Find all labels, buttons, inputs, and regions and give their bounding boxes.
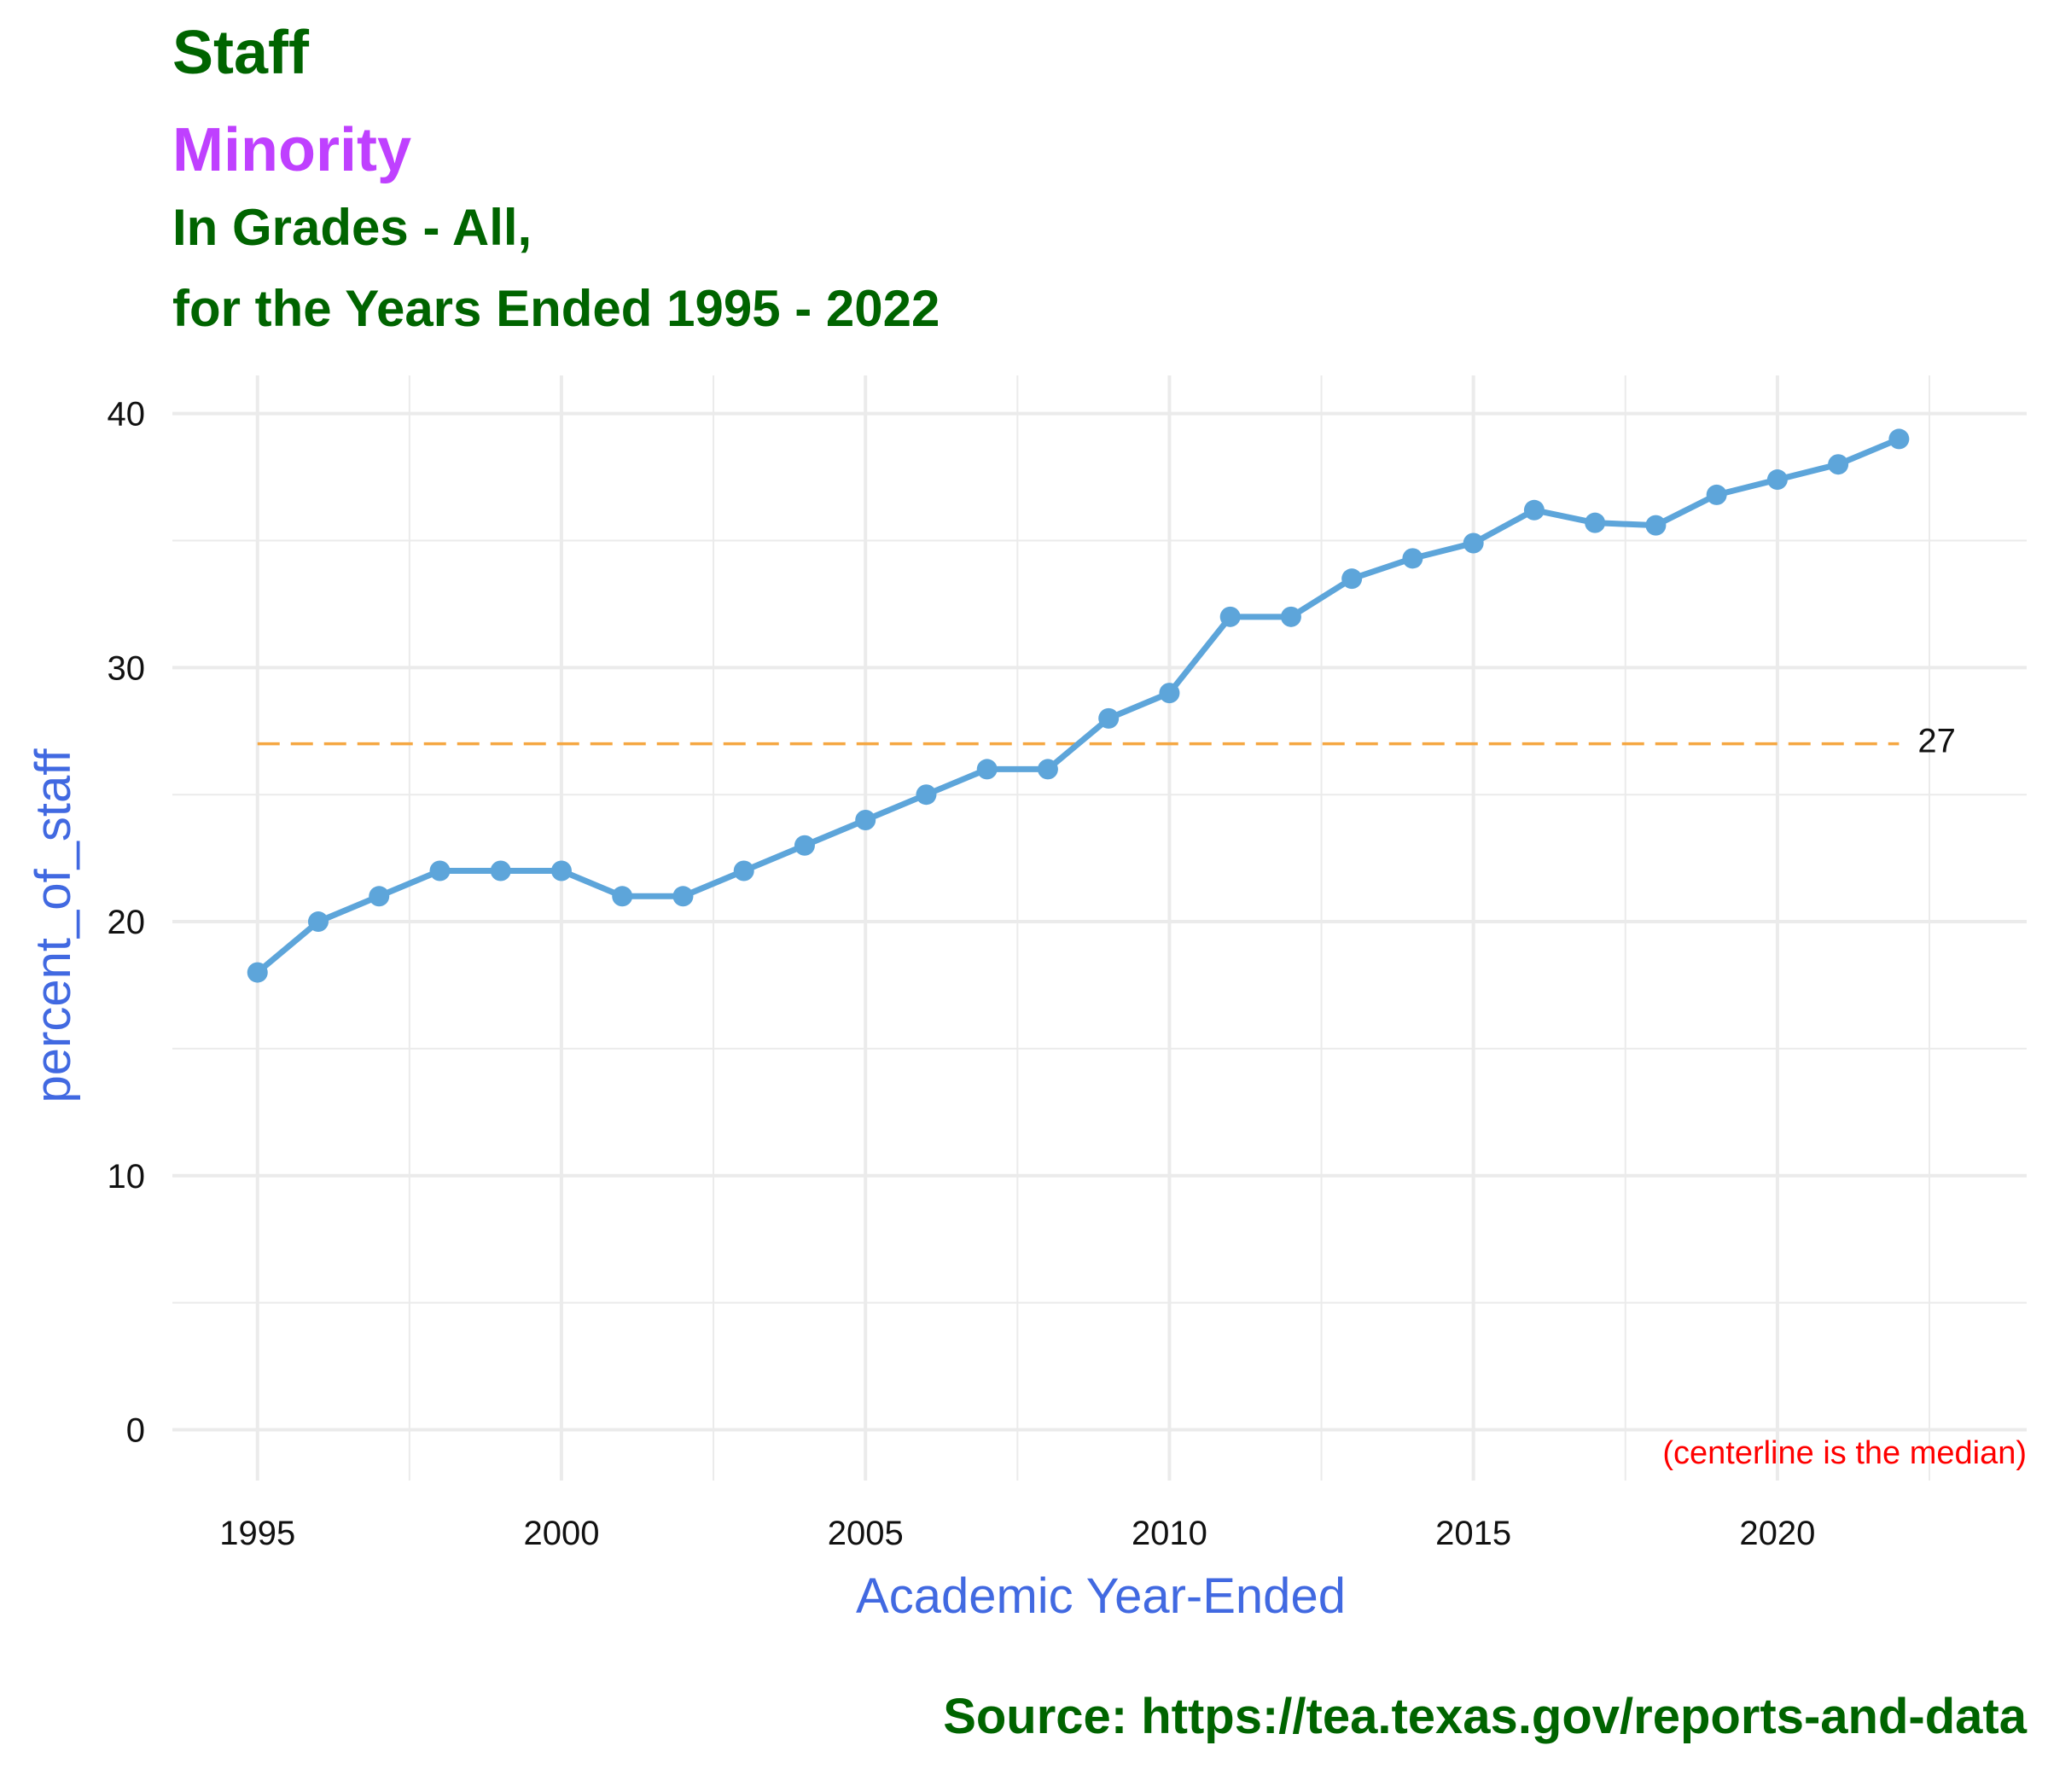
y-tick-label: 0 [126, 1411, 145, 1449]
data-point [490, 860, 511, 881]
y-tick-label: 30 [108, 649, 146, 687]
x-tick-label: 2005 [828, 1515, 904, 1552]
data-point [1585, 512, 1606, 533]
data-point [1706, 484, 1727, 505]
chart-title-minority: Minority [172, 116, 411, 184]
median-note: (centerline is the median) [1662, 1435, 2027, 1471]
data-point [550, 860, 572, 881]
data-point [247, 962, 268, 983]
x-tick-label: 2000 [523, 1515, 599, 1552]
data-point [429, 860, 451, 881]
source-caption: Source: https://tea.texas.gov/reports-an… [943, 1689, 2028, 1744]
x-axis-title: Academic Year-Ended [856, 1568, 1346, 1624]
data-point [1037, 759, 1058, 780]
data-point [1645, 515, 1667, 536]
data-point [1523, 499, 1545, 521]
data-point [1888, 428, 1910, 450]
data-point [1159, 683, 1180, 704]
y-tick-label: 10 [108, 1158, 146, 1196]
major-gridlines [172, 375, 2027, 1481]
series-line [255, 436, 1900, 975]
y-axis-ticks: 0 10 20 30 40 [108, 396, 146, 1450]
x-tick-label: 2010 [1132, 1515, 1207, 1552]
chart-subtitle-years: for the Years Ended 1995 - 2022 [172, 280, 940, 337]
data-point [733, 860, 754, 881]
data-point [1219, 606, 1241, 627]
data-point [855, 809, 876, 830]
data-point [1402, 548, 1423, 569]
data-point [612, 886, 633, 907]
data-point [794, 835, 815, 856]
data-point [369, 886, 390, 907]
data-point [307, 911, 329, 933]
data-point [1280, 606, 1301, 627]
data-point [1463, 532, 1484, 554]
data-point [976, 759, 998, 780]
x-tick-label: 2020 [1739, 1515, 1815, 1552]
data-point [1828, 454, 1849, 475]
x-axis-ticks: 1995 2000 2005 2010 2015 2020 [219, 1515, 1815, 1552]
minor-gridlines [172, 375, 2027, 1481]
data-point [1766, 469, 1788, 491]
data-point [672, 886, 694, 907]
data-points [247, 428, 1910, 983]
data-point [1341, 568, 1363, 590]
y-tick-label: 20 [108, 904, 146, 941]
median-value-label: 27 [1917, 723, 1956, 760]
chart-subtitle-grades: In Grades - All, [172, 199, 532, 256]
y-tick-label: 40 [108, 396, 146, 433]
y-axis-title: percent_of_staff [26, 748, 81, 1103]
data-point [916, 784, 937, 806]
data-point [1098, 707, 1120, 729]
x-tick-label: 1995 [219, 1515, 295, 1552]
chart-title-staff: Staff [172, 19, 310, 87]
x-tick-label: 2015 [1435, 1515, 1511, 1552]
